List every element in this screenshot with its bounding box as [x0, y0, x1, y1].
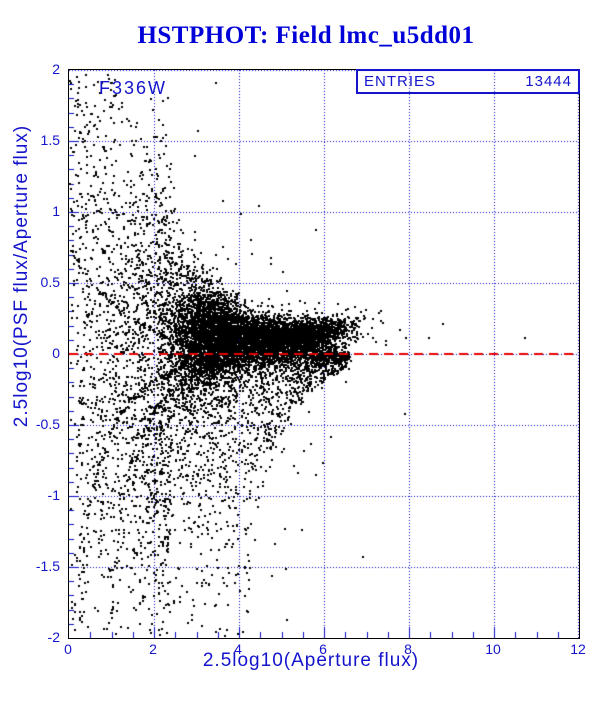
y-tick-label: -1.5	[35, 558, 60, 574]
y-tick-label: 0.5	[40, 274, 60, 290]
x-tick-label: 0	[64, 641, 72, 657]
y-tick-label: -1	[47, 487, 60, 503]
filter-label: F336W	[99, 78, 168, 98]
x-tick-label: 2	[149, 641, 157, 657]
x-axis-title: 2.5log10(Aperture flux)	[202, 650, 420, 671]
y-tick-label: -0.5	[35, 416, 60, 432]
page-title: HSTPHOT: Field lmc_u5dd01	[137, 22, 475, 49]
y-tick-label: 0	[52, 345, 60, 361]
x-tick-label: 12	[570, 641, 586, 657]
scatter-plot-canvas	[69, 70, 579, 638]
x-tick-label: 8	[404, 641, 412, 657]
y-tick-label: -2	[47, 629, 60, 645]
entries-label: ENTRIES	[364, 73, 437, 90]
y-tick-label: 1.5	[40, 132, 60, 148]
x-tick-label: 4	[234, 641, 242, 657]
y-tick-label: 2	[52, 61, 60, 77]
x-tick-label: 10	[485, 641, 501, 657]
y-tick-label: 1	[52, 203, 60, 219]
entries-value: 13444	[525, 73, 572, 90]
plot-area: F336W ENTRIES 13444	[68, 69, 580, 639]
entries-box: ENTRIES 13444	[356, 69, 580, 94]
x-tick-label: 6	[319, 641, 327, 657]
